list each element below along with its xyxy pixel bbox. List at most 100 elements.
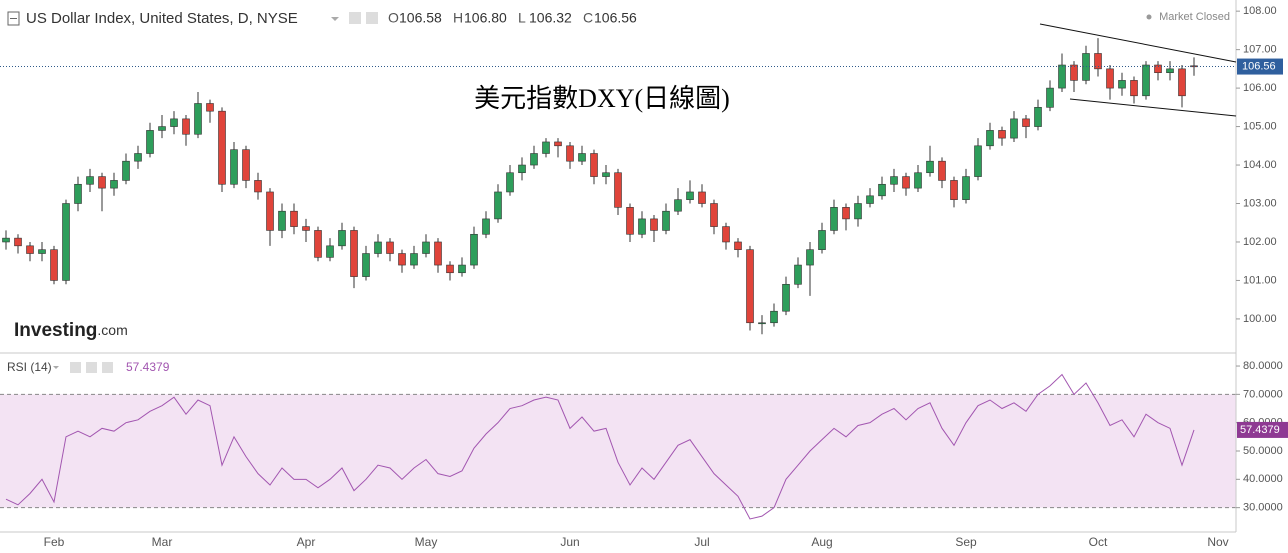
collapse-icon[interactable]: [7, 11, 20, 26]
candle-body: [962, 176, 970, 200]
y-tick-label: 70.0000: [1243, 388, 1283, 400]
candle-body: [1046, 87, 1054, 108]
candle-body: [386, 241, 394, 254]
candle-body: [674, 199, 682, 212]
candle-body: [638, 218, 646, 235]
candle-body: [98, 176, 106, 189]
candle-body: [506, 172, 514, 193]
rsi-band: [0, 394, 1236, 508]
candle-body: [746, 249, 754, 324]
candle-body: [914, 172, 922, 189]
candle-body: [878, 183, 886, 197]
trend-line-upper: [1039, 23, 1237, 63]
y-tick-label: 80.0000: [1243, 360, 1283, 372]
candle-body: [314, 230, 322, 258]
rsi-line: [5, 373, 1195, 520]
x-tick-label: Mar: [152, 535, 173, 549]
candle-body: [950, 180, 958, 200]
settings-icon[interactable]: [366, 12, 378, 24]
candle-body: [650, 218, 658, 231]
rsi-settings-icon[interactable]: [86, 362, 97, 373]
candle-body: [1142, 64, 1150, 97]
candle-body: [470, 233, 478, 266]
candle-body: [710, 203, 718, 227]
candle-body: [242, 149, 250, 181]
rsi-close-icon[interactable]: [102, 362, 113, 373]
candle-body: [902, 176, 910, 189]
candle-body: [566, 145, 574, 162]
candle-body: [146, 130, 154, 154]
candle-body: [1070, 64, 1078, 81]
x-tick-label: Jun: [560, 535, 579, 549]
candle-body: [290, 210, 298, 227]
candle-body: [266, 191, 274, 231]
candle-body: [866, 195, 874, 204]
dropdown-arrow[interactable]: [331, 17, 339, 21]
candle-body: [614, 172, 622, 208]
candle-body: [1166, 68, 1174, 74]
candle-body: [722, 226, 730, 243]
candle-body: [14, 237, 22, 247]
ohlc-value: 106.32: [529, 10, 572, 26]
candle-body: [926, 160, 934, 174]
ohlc-value: 106.58: [399, 10, 442, 26]
candle-body: [554, 141, 562, 147]
candle-body: [818, 230, 826, 250]
candle-body: [842, 207, 850, 220]
rsi-dropdown[interactable]: [53, 366, 59, 369]
y-tick-label: 100.00: [1243, 313, 1277, 325]
rsi-band-layer: [0, 393, 1236, 509]
rsi-last-label: 57.4379: [1240, 424, 1280, 436]
candle-body: [122, 160, 130, 181]
visibility-icon[interactable]: [349, 12, 361, 24]
candle-body: [626, 207, 634, 235]
candle-body: [218, 110, 226, 185]
candle-body: [758, 322, 766, 325]
candle-body: [998, 130, 1006, 139]
candle-body: [458, 264, 466, 274]
y-tick-label: 104.00: [1243, 159, 1277, 171]
candle-body: [578, 153, 586, 162]
candle-body: [830, 207, 838, 231]
candle-body: [686, 191, 694, 200]
x-tick-label: Jul: [694, 535, 709, 549]
candle-body: [50, 249, 58, 281]
ohlc-label: O: [388, 10, 399, 26]
candle-body: [410, 253, 418, 266]
candle-body: [890, 176, 898, 185]
candle-body: [182, 118, 190, 135]
candle-body: [362, 253, 370, 277]
rsi-visibility-icon[interactable]: [70, 362, 81, 373]
y-tick-label: 105.00: [1243, 120, 1277, 132]
candle-body: [806, 249, 814, 266]
candle-body: [590, 153, 598, 177]
candle-body: [1178, 68, 1186, 97]
x-tick-label: Aug: [811, 535, 832, 549]
candle-body: [110, 180, 118, 189]
candle-body: [482, 218, 490, 235]
candle-body: [530, 153, 538, 166]
candle-body: [434, 241, 442, 266]
candle-body: [350, 230, 358, 277]
last-price-box: [1237, 58, 1283, 75]
candle-body: [74, 183, 82, 204]
candle-body: [494, 191, 502, 220]
x-tick-label: May: [415, 535, 438, 549]
x-tick-label: Nov: [1207, 535, 1228, 549]
candle-body: [86, 176, 94, 185]
y-tick-label: 50.0000: [1243, 445, 1283, 457]
rsi-last-box: [1237, 421, 1288, 438]
candle-body: [1118, 80, 1126, 89]
y-tick-label: 102.00: [1243, 236, 1277, 248]
annotation: 美元指數DXY(日線圖): [474, 84, 730, 113]
candle-body: [542, 141, 550, 154]
symbol-title: US Dollar Index, United States, D, NYSE: [26, 10, 298, 27]
candle-body: [134, 153, 142, 162]
candle-body: [38, 249, 46, 254]
candle-body: [794, 264, 802, 285]
candle-body: [302, 226, 310, 231]
x-tick-label: Apr: [297, 535, 316, 549]
rsi-title: RSI (14): [7, 360, 52, 374]
y-tick-label: 108.00: [1243, 5, 1277, 17]
